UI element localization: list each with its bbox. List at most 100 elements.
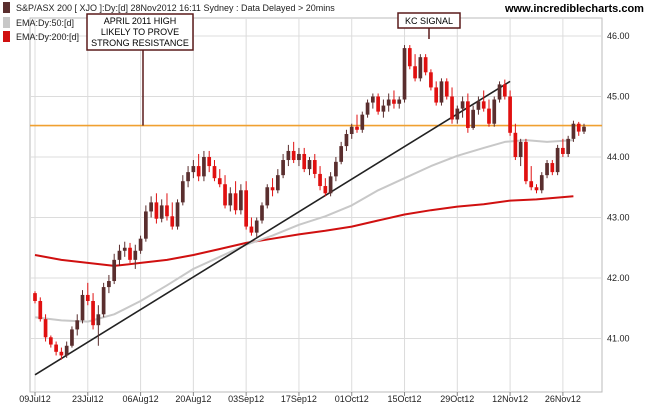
candle-body (397, 99, 402, 104)
candle-body (233, 193, 238, 211)
candle (508, 90, 512, 136)
annotation-text-kc: KC SIGNAL (405, 16, 453, 26)
brand-link[interactable]: www.incrediblecharts.com (504, 3, 644, 15)
candle (555, 144, 560, 176)
x-tick-label: 15Oct12 (388, 394, 422, 404)
candle (180, 175, 185, 206)
candle-body (508, 96, 512, 133)
candle-body (128, 247, 132, 260)
candle-body (561, 147, 565, 154)
candle (91, 293, 95, 330)
candle (239, 184, 243, 215)
candle-body (149, 202, 153, 212)
y-tick-label: 45.00 (607, 92, 630, 102)
candle-body (133, 250, 138, 260)
candle-layer (33, 45, 586, 360)
candle (312, 153, 317, 179)
candle (275, 169, 280, 194)
candle (497, 81, 502, 103)
candle (133, 244, 138, 269)
candle-body (502, 84, 507, 97)
candle-body (381, 105, 386, 112)
candle (334, 157, 338, 182)
candle (381, 99, 386, 118)
candle (281, 153, 285, 179)
candle-body (450, 96, 454, 120)
candle (101, 282, 106, 318)
annotation-text-resistance: STRONG RESISTANCE (91, 38, 189, 48)
candle-body (154, 202, 159, 219)
candle-body (518, 141, 523, 157)
candle-body (207, 157, 212, 167)
candle (576, 121, 581, 136)
ema200-layer (34, 195, 574, 267)
candle (561, 138, 565, 157)
candle-body (312, 160, 317, 174)
candle (439, 78, 444, 106)
candle (202, 150, 206, 182)
candle-body (101, 287, 106, 315)
chart-title: S&P/ASX 200 [ XJO ]:Dy:[d] 28Nov2012 16:… (16, 3, 335, 13)
candle-body (270, 187, 275, 191)
candle-body (497, 84, 502, 100)
candle (43, 314, 48, 342)
candle-body (376, 96, 380, 112)
candle (59, 347, 64, 360)
candle (228, 187, 233, 212)
candle (217, 169, 222, 188)
candle-body (64, 345, 69, 356)
legend-label-ema200: EMA:Dy:200:[d] (16, 32, 79, 42)
candle-body (307, 160, 312, 170)
candle (128, 242, 132, 263)
candle (487, 99, 491, 127)
candle (64, 341, 69, 358)
legend-swatch-price (3, 2, 10, 13)
candle-body (80, 294, 85, 321)
candle-body (360, 114, 365, 130)
candle (233, 181, 238, 215)
candle (481, 90, 486, 112)
candle-body (582, 126, 586, 132)
candle (392, 90, 396, 109)
candle-body (96, 314, 101, 326)
candle (370, 93, 375, 109)
candle-body (196, 166, 201, 177)
candle (75, 314, 80, 336)
candle-body (260, 205, 264, 221)
ema200-line (34, 195, 574, 267)
candle (397, 96, 402, 109)
candle-body (144, 211, 148, 239)
x-tick-label: 26Nov12 (545, 394, 581, 404)
candle (339, 141, 344, 165)
candle (524, 138, 528, 185)
ema50-line (34, 139, 574, 323)
y-tick-label: 43.00 (607, 213, 630, 223)
candle-body (91, 300, 95, 326)
candle-body (70, 329, 74, 346)
candle (434, 81, 439, 106)
candle (107, 274, 111, 294)
candle (149, 196, 153, 218)
candle (529, 166, 534, 191)
plot-background (29, 17, 603, 393)
candle-body (117, 250, 122, 260)
candle-body (54, 344, 58, 352)
candle-body (386, 99, 391, 106)
candle-body (275, 175, 280, 191)
candle (144, 205, 148, 242)
candle-body (281, 160, 285, 176)
candle (550, 160, 555, 176)
candle-body (165, 205, 169, 217)
candle (413, 54, 417, 82)
candle-body (539, 175, 544, 191)
candle (307, 157, 312, 176)
candle-body (471, 109, 475, 128)
candle-body (444, 81, 449, 97)
candle (502, 79, 507, 100)
candle-body (122, 247, 127, 251)
y-tick-label: 42.00 (607, 273, 630, 283)
candle-body (33, 293, 37, 301)
candle (170, 202, 175, 230)
